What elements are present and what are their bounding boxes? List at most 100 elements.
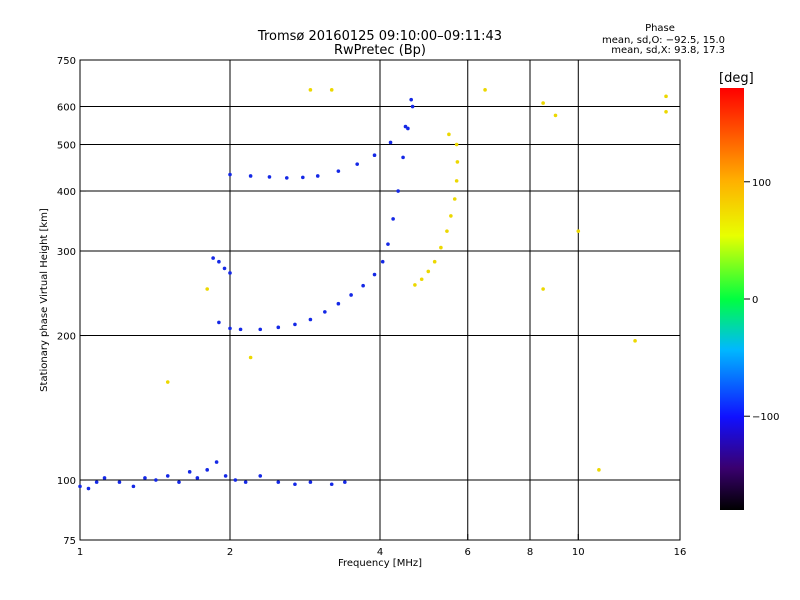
x-axis-label: Frequency [MHz] <box>338 558 422 569</box>
x-tick-label: 2 <box>227 547 233 558</box>
data-point <box>576 229 581 233</box>
data-point <box>223 474 228 478</box>
data-point <box>117 480 122 484</box>
data-point <box>541 101 545 105</box>
data-point <box>323 310 327 314</box>
y-tick-label: 300 <box>57 247 76 258</box>
colorbar-tick-label: 100 <box>752 178 771 189</box>
data-point <box>211 256 215 260</box>
data-point <box>187 470 192 474</box>
data-point <box>329 482 334 487</box>
data-point <box>258 327 263 332</box>
data-point <box>228 172 232 177</box>
data-point <box>284 176 289 180</box>
y-tick-label: 200 <box>57 332 76 343</box>
colorbar-tick-label: 0 <box>752 295 758 306</box>
data-point <box>391 217 395 221</box>
data-point <box>308 480 313 484</box>
data-point <box>228 326 232 331</box>
data-point <box>258 474 263 478</box>
data-point <box>222 266 227 271</box>
data-point <box>293 322 297 327</box>
y-tick-label: 75 <box>63 536 76 547</box>
data-point <box>455 160 460 164</box>
data-point <box>276 480 281 484</box>
data-point <box>217 320 221 325</box>
y-tick-label: 600 <box>57 103 76 114</box>
data-point <box>452 197 457 201</box>
data-point <box>205 468 209 472</box>
data-point <box>243 480 248 484</box>
data-point <box>553 113 558 118</box>
data-point <box>372 153 377 158</box>
data-point <box>454 142 459 147</box>
colorbar-ticks: 100 0 −100 <box>744 178 779 423</box>
y-tick-label: 750 <box>57 56 76 67</box>
data-point <box>541 287 545 291</box>
chart-title: Tromsø 20160125 09:10:00–09:11:43 <box>257 29 502 44</box>
data-point <box>372 272 377 277</box>
data-point <box>214 460 219 464</box>
data-point <box>410 104 415 109</box>
y-axis-label: Stationary phase Virtual Height [km] <box>39 208 50 392</box>
data-point <box>483 88 487 92</box>
data-point <box>355 162 359 166</box>
data-points <box>78 88 668 491</box>
data-point <box>396 189 400 193</box>
data-point <box>177 480 181 484</box>
data-point <box>154 478 158 482</box>
data-point <box>664 109 668 114</box>
data-point <box>86 486 91 491</box>
data-point <box>336 301 341 306</box>
data-point <box>217 259 221 264</box>
data-point <box>454 179 459 183</box>
data-point <box>248 174 253 178</box>
data-point <box>228 271 232 275</box>
x-tick-label: 6 <box>465 547 471 558</box>
data-point <box>238 327 243 332</box>
data-point <box>664 94 668 99</box>
data-point <box>301 175 305 180</box>
chart-subtitle: RwPretec (Bp) <box>334 43 426 58</box>
data-point <box>143 476 147 480</box>
data-point <box>308 317 313 322</box>
data-point <box>336 169 341 173</box>
data-point <box>432 259 437 264</box>
data-point <box>94 480 99 484</box>
x-tick-label: 10 <box>572 547 585 558</box>
phase-stats-heading: Phase <box>645 23 675 34</box>
colorbar <box>720 88 744 510</box>
data-point <box>386 242 390 246</box>
data-point <box>293 482 297 487</box>
x-tick-label: 1 <box>77 547 83 558</box>
x-tick-label: 4 <box>377 547 383 558</box>
y-tick-label: 500 <box>57 141 76 152</box>
data-point <box>102 476 107 480</box>
data-point <box>78 484 82 489</box>
data-point <box>195 476 200 480</box>
data-point <box>380 259 385 264</box>
data-point <box>445 229 449 233</box>
x-tick-label: 8 <box>527 547 533 558</box>
data-point <box>329 88 334 92</box>
data-point <box>401 155 405 160</box>
y-tick-label: 400 <box>57 187 76 198</box>
data-point <box>131 484 136 489</box>
phase-stats-o: mean, sd,O: −92.5, 15.0 <box>602 35 725 46</box>
data-point <box>406 126 410 131</box>
data-point <box>205 287 209 291</box>
data-point <box>165 380 170 384</box>
colorbar-label: [deg] <box>719 71 754 86</box>
data-point <box>409 97 413 102</box>
data-point <box>449 214 453 218</box>
data-point <box>597 468 601 472</box>
data-point <box>248 355 253 360</box>
x-tick-label: 16 <box>674 547 687 558</box>
data-point <box>267 175 272 179</box>
data-point <box>276 325 281 330</box>
data-point <box>447 132 451 137</box>
data-point <box>419 277 424 282</box>
data-point <box>361 283 365 288</box>
data-point <box>315 174 320 178</box>
